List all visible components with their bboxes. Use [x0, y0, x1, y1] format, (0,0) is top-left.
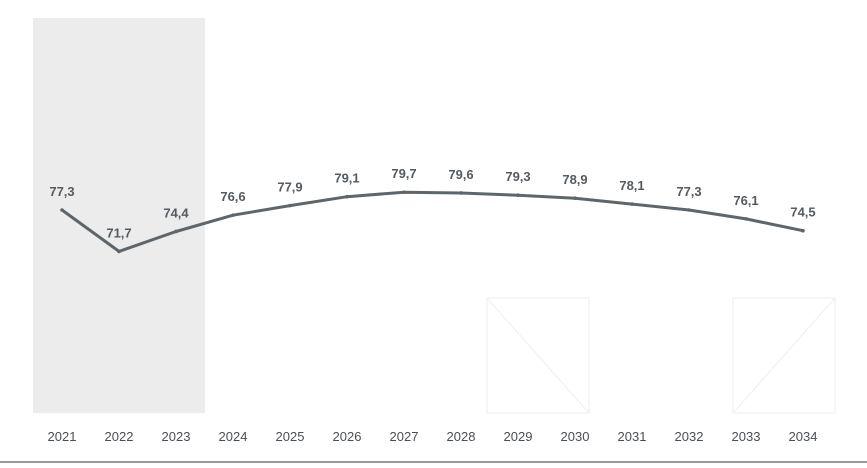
data-label: 76,6: [220, 189, 245, 204]
data-label: 77,3: [676, 184, 701, 199]
x-tick-label: 2023: [162, 429, 191, 444]
x-tick-label: 2034: [789, 429, 818, 444]
data-point: [60, 208, 64, 212]
data-label: 79,1: [334, 171, 359, 186]
data-point: [288, 203, 292, 208]
data-point: [630, 202, 634, 206]
x-tick-label: 2022: [105, 429, 134, 444]
x-tick-label: 2028: [447, 429, 476, 444]
x-tick-label: 2024: [219, 429, 248, 444]
data-label: 79,3: [505, 169, 530, 184]
data-label: 74,5: [790, 205, 815, 220]
x-tick-label: 2033: [732, 429, 761, 444]
data-label: 77,9: [277, 180, 302, 195]
series-line: [60, 190, 805, 253]
background-watermark: [486, 297, 836, 414]
data-label: 79,7: [391, 166, 416, 181]
data-point: [744, 217, 748, 221]
x-tick-label: 2030: [561, 429, 590, 444]
x-tick-label: 2027: [390, 429, 419, 444]
data-point: [345, 194, 349, 199]
x-tick-label: 2029: [504, 429, 533, 444]
data-point: [231, 213, 235, 217]
data-point: [459, 191, 463, 195]
history-shaded-band: [33, 18, 205, 413]
data-point: [573, 196, 577, 200]
data-point: [402, 190, 406, 195]
data-point: [687, 208, 691, 212]
x-tick-label: 2021: [48, 429, 77, 444]
data-label: 71,7: [106, 225, 131, 240]
x-tick-label: 2031: [618, 429, 647, 444]
data-label: 78,1: [619, 178, 644, 193]
data-point: [801, 228, 805, 233]
data-label: 76,1: [733, 193, 758, 208]
data-label: 79,6: [448, 167, 473, 182]
data-point: [516, 193, 520, 197]
data-point: [117, 249, 121, 254]
x-tick-label: 2032: [675, 429, 704, 444]
data-label: 74,4: [163, 205, 189, 220]
data-label: 78,9: [562, 172, 587, 187]
x-tick-label: 2026: [333, 429, 362, 444]
x-tick-label: 2025: [276, 429, 305, 444]
data-point: [174, 229, 178, 234]
data-label: 77,3: [49, 184, 74, 199]
